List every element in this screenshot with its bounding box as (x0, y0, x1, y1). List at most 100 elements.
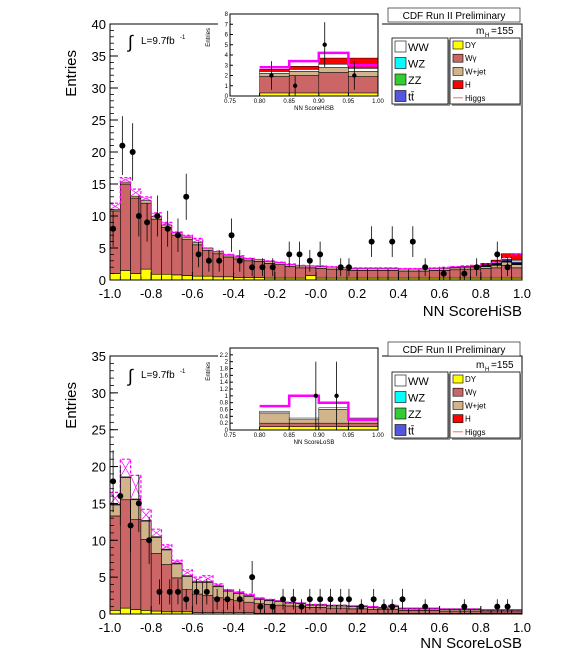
bar-wg (325, 268, 337, 279)
uncertainty-hatch (150, 528, 162, 537)
data-point (164, 225, 171, 232)
bar-wg (408, 610, 420, 614)
y-tick-label: 8 (225, 12, 229, 18)
bar-wjet (120, 181, 131, 185)
legend-swatch-ww (394, 374, 407, 387)
uncertainty-hatch (120, 177, 131, 183)
data-point (504, 264, 511, 271)
data-point (370, 596, 377, 603)
data-point (249, 574, 256, 581)
bar-wg (346, 270, 358, 279)
bar-dy (130, 273, 142, 281)
bar-wg (305, 607, 317, 614)
data-point (327, 596, 334, 603)
x-tick-label: 0.8 (472, 620, 490, 635)
bar-wg (161, 227, 173, 275)
bar-wg (367, 270, 379, 279)
data-point (399, 596, 406, 603)
data-point (117, 493, 124, 500)
data-point (154, 213, 161, 219)
bar-dy (109, 610, 121, 615)
y-tick-label: 1.8 (220, 367, 229, 373)
y-tick-label: 6 (225, 33, 229, 39)
y-tick-label: 35 (92, 349, 106, 364)
bar-wg (305, 267, 317, 276)
legend-label-higgs: Higgs (465, 94, 485, 103)
bar-wjet (288, 71, 320, 76)
y-tick-label: 25 (92, 423, 106, 438)
legend-swatch-wjet (452, 401, 464, 410)
bar-wg (511, 267, 523, 279)
legend-swatch-dy (452, 374, 464, 384)
bar-wg (318, 72, 349, 94)
x-tick-label: 1.00 (372, 99, 384, 105)
data-point (203, 588, 210, 595)
data-point (174, 232, 181, 239)
legend-swatch-h (452, 80, 464, 89)
data-point (249, 264, 256, 271)
bar-wjet (367, 607, 379, 610)
legend-swatch-wz (394, 57, 407, 69)
data-point (224, 596, 231, 603)
legend-swatch-wz (394, 391, 407, 403)
bar-ww (130, 498, 142, 501)
x-tick-label: 0.2 (348, 620, 366, 635)
y-tick-label: 25 (92, 113, 106, 128)
bar-wg (356, 608, 368, 614)
bar-wjet (140, 520, 152, 540)
uncertainty-hatch (377, 267, 389, 269)
data-point (473, 264, 480, 271)
y-tick-label: 2 (225, 74, 229, 80)
legend-label-dy: DY (465, 375, 477, 384)
bar-dy (192, 275, 203, 281)
bar-wjet (367, 268, 379, 271)
bar-dy (120, 270, 131, 281)
uncertainty-hatch (326, 266, 337, 268)
bar-wg (284, 266, 296, 279)
bar-wg (274, 264, 286, 279)
mass-value: =155 (491, 26, 514, 37)
bar-wjet (288, 419, 320, 424)
bar-wjet (346, 606, 358, 610)
legend-label-zz: ZZ (408, 409, 422, 421)
bar-wjet (259, 412, 290, 424)
bar-wjet (377, 268, 389, 271)
x-tick-label: 0.90 (313, 99, 325, 105)
bar-wg (212, 253, 224, 278)
uncertainty-hatch (192, 238, 203, 243)
bar-wg (284, 605, 296, 614)
y-tick-label: 30 (92, 81, 106, 96)
y-tick-label: 4 (225, 53, 229, 59)
bar-wg (181, 239, 193, 276)
y-tick-label: 20 (92, 145, 106, 160)
bar-wg (480, 268, 492, 279)
series-wjet (109, 477, 523, 613)
header-text: CDF Run II Preliminary (403, 345, 506, 356)
uncertainty-hatch (274, 261, 286, 264)
y-tick-label: 3 (225, 63, 229, 69)
y-tick-label: 15 (92, 496, 106, 511)
bar-ww (318, 407, 349, 410)
data-point (292, 83, 298, 88)
legend-label-wjet: W+jet (465, 67, 486, 76)
bar-ww (259, 410, 290, 414)
bar-dy (259, 426, 290, 431)
legend-label-wjet: W+jet (465, 401, 486, 410)
data-point (135, 500, 142, 507)
uncertainty-hatch (398, 268, 409, 270)
bar-wg (470, 268, 482, 279)
bar-wjet (295, 265, 306, 269)
bar-wjet (398, 268, 409, 272)
series-wjet (259, 409, 379, 424)
data-point (290, 596, 297, 603)
bar-wg (150, 553, 162, 612)
data-point (317, 596, 324, 603)
uncertainty-hatch (212, 250, 224, 253)
data-point (298, 603, 305, 610)
bar-dy (318, 426, 349, 431)
uncertainty-hatch (233, 255, 244, 258)
bar-dy (348, 426, 379, 431)
bar-wg (233, 600, 245, 613)
data-point (296, 251, 303, 258)
inset-data (313, 361, 339, 430)
